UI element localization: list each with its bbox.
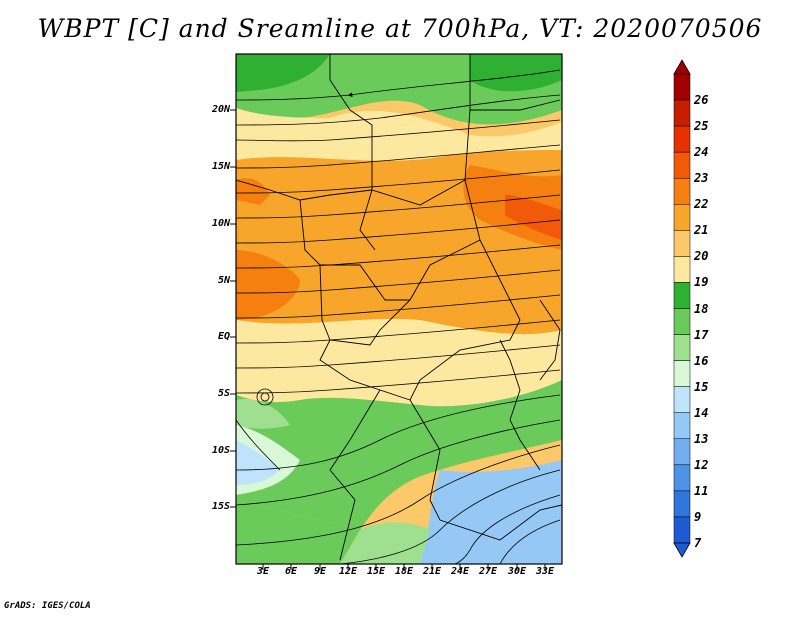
colorbar-swatch xyxy=(673,516,691,544)
colorbar-swatch xyxy=(673,177,691,205)
lon-label: 9E xyxy=(313,566,327,577)
map-frame xyxy=(235,53,563,565)
colorbar-label: 14 xyxy=(694,405,709,420)
colorbar-label: 22 xyxy=(694,197,709,212)
lat-label: 15S xyxy=(211,501,230,512)
colorbar-swatch xyxy=(673,204,691,231)
lat-label: 5N xyxy=(217,275,230,286)
colorbar-label: 23 xyxy=(694,171,709,186)
colorbar-swatch xyxy=(673,73,691,101)
lon-label: 30E xyxy=(507,566,527,577)
lat-label: 5S xyxy=(217,388,230,399)
colorbar-label: 7 xyxy=(694,536,702,550)
axis-ticks xyxy=(230,109,546,570)
lon-label: 3E xyxy=(256,566,270,577)
country-borders xyxy=(236,54,562,561)
colorbar-min-arrow xyxy=(673,542,691,558)
colorbar-swatch xyxy=(673,334,691,361)
colorbar-label: 19 xyxy=(694,275,709,290)
colorbar-label: 9 xyxy=(694,509,702,524)
colorbar xyxy=(673,59,691,558)
colorbar-swatch xyxy=(673,308,691,335)
lat-label: 10S xyxy=(211,445,230,456)
colorbar-label: 11 xyxy=(694,483,709,498)
colorbar-label: 25 xyxy=(694,119,709,134)
colorbar-label: 16 xyxy=(694,353,709,368)
lon-label: 21E xyxy=(422,566,442,577)
colorbar-label: 24 xyxy=(694,145,709,160)
colorbar-max-arrow xyxy=(673,59,691,75)
colorbar-swatch xyxy=(673,125,691,153)
colorbar-label: 12 xyxy=(694,457,709,472)
colorbar-swatch xyxy=(673,386,691,413)
colorbar-swatch xyxy=(673,151,691,179)
colorbar-swatch xyxy=(673,256,691,283)
colorbar-swatch xyxy=(673,464,691,492)
colorbar-swatch xyxy=(673,490,691,518)
plot-title: WBPT [C] and Sreamline at 700hPa, VT: 20… xyxy=(37,14,763,43)
lat-label: 10N xyxy=(211,218,230,229)
colorbar-label: 15 xyxy=(694,379,709,394)
colorbar-swatch xyxy=(673,438,691,466)
lon-label: 12E xyxy=(338,566,358,577)
lon-label: 15E xyxy=(366,566,386,577)
colorbar-swatch xyxy=(673,99,691,127)
colorbar-label: 20 xyxy=(694,249,709,264)
colorbar-label: 26 xyxy=(694,93,709,108)
colorbar-swatch xyxy=(673,282,691,309)
lat-label: EQ xyxy=(217,331,230,342)
lon-label: 24E xyxy=(450,566,470,577)
lon-label: 27E xyxy=(478,566,498,577)
colorbar-swatch xyxy=(673,360,691,387)
streamlines xyxy=(236,69,561,564)
colorbar-label: 17 xyxy=(694,327,709,342)
colorbar-label: 21 xyxy=(694,223,709,238)
colorbar-swatch xyxy=(673,412,691,440)
footer-credit: GrADS: IGES/COLA xyxy=(4,601,91,611)
lat-label: 20N xyxy=(211,104,230,115)
colorbar-label: 18 xyxy=(694,301,709,316)
colorbar-swatch xyxy=(673,230,691,257)
lon-label: 6E xyxy=(284,566,298,577)
lon-label: 33E xyxy=(535,566,555,577)
shaded-field xyxy=(236,54,562,564)
lon-label: 18E xyxy=(394,566,414,577)
colorbar-label: 13 xyxy=(694,431,709,446)
lat-label: 15N xyxy=(211,161,230,172)
